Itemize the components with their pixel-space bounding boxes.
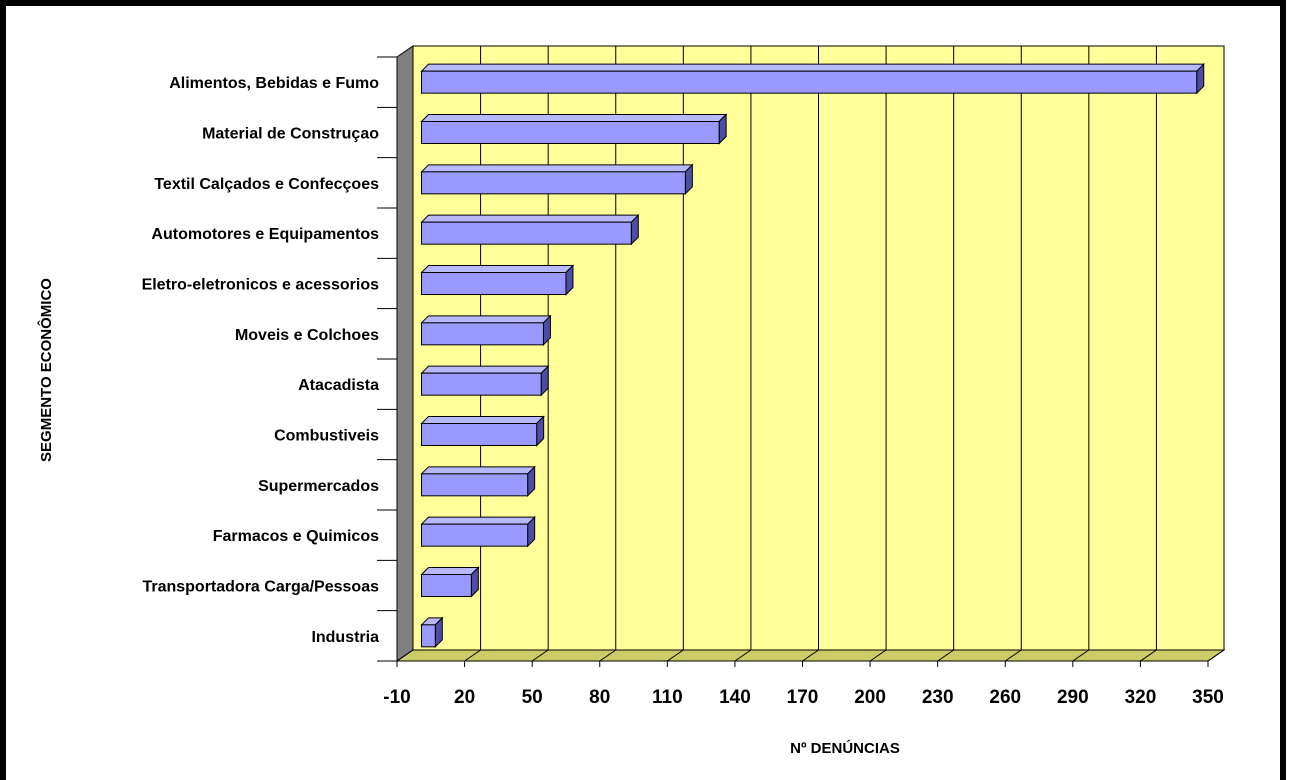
x-axis-title: Nº DENÚNCIAS <box>790 739 900 757</box>
bar-top <box>420 365 550 374</box>
x-tick-label: 290 <box>1057 687 1089 708</box>
floor-gridline <box>464 649 481 662</box>
bar-face <box>421 322 544 346</box>
category-label: Alimentos, Bebidas e Fumo <box>169 75 379 92</box>
x-tick-label: 20 <box>454 687 475 708</box>
category-label: Atacadista <box>298 377 379 394</box>
floor-gridline <box>667 649 684 662</box>
category-label: Material de Construçao <box>202 126 379 143</box>
category-label: Automotores e Equipamentos <box>151 226 379 243</box>
bar-face <box>421 372 542 396</box>
category-label: Moveis e Colchoes <box>235 327 379 344</box>
floor-gridline <box>1004 649 1022 662</box>
bar <box>420 264 575 296</box>
bar <box>420 314 552 347</box>
floor-gridline <box>734 649 752 662</box>
x-tick-label: 50 <box>522 687 543 708</box>
bar <box>420 163 694 196</box>
bar <box>420 213 640 246</box>
bar-top <box>420 416 545 424</box>
bar-top <box>420 214 640 223</box>
category-labels: Alimentos, Bebidas e Fumo Material de Con… <box>142 75 380 646</box>
category-label: Textil Calçados e Confecçoes <box>154 176 379 193</box>
x-tick-label: 110 <box>652 687 683 708</box>
x-tick-label: -10 <box>383 687 410 708</box>
x-tick-label: 170 <box>787 687 819 708</box>
floor-gridline <box>869 649 887 662</box>
category-label: Transportadora Carga/Pessoas <box>142 579 379 596</box>
plot-area <box>377 45 1226 667</box>
y-axis-title: SEGMENTO ECONÔMICO <box>37 278 55 462</box>
x-tick-label: 230 <box>922 687 954 708</box>
bar-face <box>421 70 1198 94</box>
bar-face <box>421 473 529 497</box>
category-label: Supermercados <box>258 478 379 495</box>
bar-top <box>420 315 552 324</box>
bar-top <box>420 114 728 122</box>
bar-face <box>421 272 567 295</box>
x-tick-labels: -10 20 50 80 110 140 170 200 230 260 290 320 350 <box>383 687 1224 708</box>
floor-gridline <box>396 649 414 662</box>
bar-face <box>421 523 529 547</box>
category-label: Eletro-eletronicos e acessorios <box>142 277 380 294</box>
bar <box>420 113 728 145</box>
x-tick-label: 80 <box>589 687 610 708</box>
bar <box>420 616 444 649</box>
category-label: Industria <box>311 629 379 646</box>
category-label: Farmacos e Quimicos <box>213 528 379 545</box>
bars <box>420 62 1205 649</box>
x-tick-label: 260 <box>989 687 1021 708</box>
floor-gridline <box>1140 649 1157 662</box>
x-tick-label: 350 <box>1192 687 1224 708</box>
bar <box>420 515 536 548</box>
bar-top <box>420 63 1205 72</box>
bar-top <box>420 164 694 173</box>
x-tick-label: 140 <box>719 687 751 708</box>
floor-gridline <box>599 649 617 662</box>
bar-face <box>421 574 472 597</box>
floor-gridline <box>1207 649 1225 662</box>
floor-gridline <box>531 649 549 662</box>
floor-gridline <box>937 649 954 662</box>
bar-face <box>421 221 632 245</box>
floor-gridline <box>802 649 819 662</box>
x-tick-label: 320 <box>1125 687 1157 708</box>
bar <box>420 566 480 598</box>
bar-face <box>421 121 720 144</box>
bar-face <box>421 423 538 446</box>
bar-top <box>420 466 536 475</box>
bar-top <box>420 516 536 525</box>
bar <box>420 465 536 498</box>
floor-gridline <box>1072 649 1090 662</box>
bar-face <box>421 624 436 648</box>
category-label: Combustiveis <box>274 428 379 445</box>
bar <box>420 62 1205 95</box>
x-tick-label: 200 <box>854 687 886 708</box>
left-wall <box>396 45 414 662</box>
bar <box>420 415 545 447</box>
bar <box>420 364 550 397</box>
bar-face <box>421 171 686 195</box>
bar-top <box>420 567 480 575</box>
bar-top <box>420 265 575 273</box>
